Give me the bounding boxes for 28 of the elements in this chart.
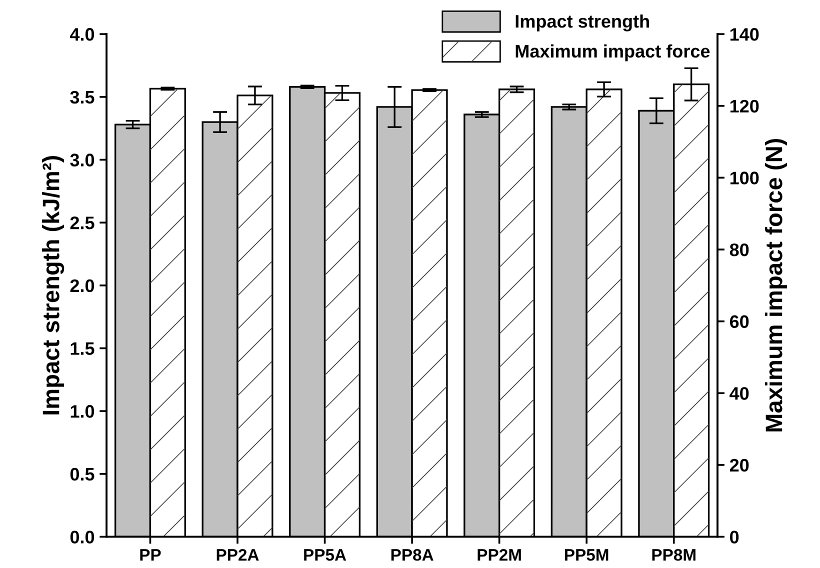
x-tick-label: PP2A: [216, 549, 259, 561]
y2-tick-label: 140: [730, 28, 759, 41]
y-tick-label: 3.5: [70, 90, 94, 104]
y2-tick-label: 120: [730, 100, 759, 113]
y-tick-label: 1.0: [70, 405, 94, 418]
y-axis-title: Impact strength (kJ/m²): [42, 156, 64, 414]
x-tick-label: PP: [140, 549, 161, 561]
x-tick-label: PP2M: [478, 549, 521, 561]
y2-tick-label: 20: [730, 458, 749, 472]
y-tick-label: 0.5: [70, 468, 94, 481]
y2-axis-title: Maximum impact force (N): [764, 138, 787, 432]
y-tick-label: 3.0: [70, 154, 94, 166]
y2-tick-label: 0: [730, 530, 739, 544]
y2-tick-label: 100: [730, 172, 759, 184]
x-tick-label: PP8M: [652, 549, 696, 561]
y-tick-label: 0.0: [70, 530, 94, 544]
x-tick-label: PP5M: [565, 549, 608, 561]
y2-tick-label: 40: [730, 387, 749, 400]
legend-label: Impact strength: [516, 14, 649, 32]
y2-tick-label: 80: [730, 243, 749, 256]
y-tick-label: 4.0: [70, 28, 94, 41]
y2-tick-label: 60: [730, 315, 749, 328]
x-tick-label: PP8A: [391, 549, 434, 561]
y-tick-label: 2.5: [70, 216, 94, 230]
y-tick-label: 2.0: [70, 279, 94, 292]
x-tick-label: PP5A: [304, 549, 346, 561]
legend-label: Maximum impact force: [516, 44, 710, 62]
y-tick-label: 1.5: [70, 342, 94, 355]
